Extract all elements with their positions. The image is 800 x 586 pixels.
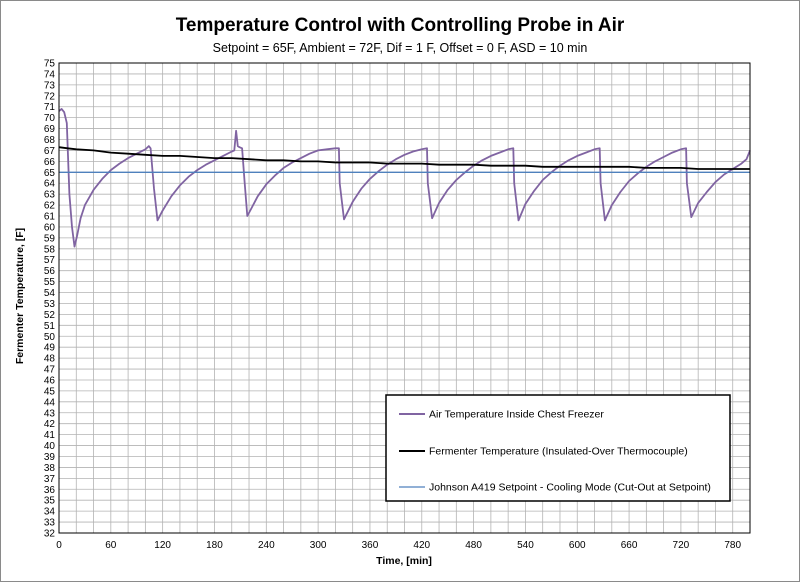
chart-title: Temperature Control with Controlling Pro… — [176, 15, 625, 36]
y-tick-label: 45 — [44, 386, 56, 397]
y-tick-label: 36 — [44, 485, 56, 496]
y-tick-label: 34 — [44, 507, 56, 518]
legend-label: Fermenter Temperature (Insulated-Over Th… — [429, 446, 688, 458]
y-tick-label: 69 — [44, 124, 56, 135]
legend-label: Johnson A419 Setpoint - Cooling Mode (Cu… — [429, 482, 711, 494]
x-tick-label: 180 — [206, 540, 223, 551]
y-tick-label: 42 — [44, 419, 56, 430]
series-line — [58, 108, 751, 248]
chart-subtitle: Setpoint = 65F, Ambient = 72F, Dif = 1 F… — [213, 41, 588, 55]
y-tick-label: 46 — [44, 375, 56, 386]
x-tick-label: 660 — [621, 540, 638, 551]
y-tick-label: 44 — [44, 397, 56, 408]
x-tick-label: 300 — [310, 540, 327, 551]
y-tick-label: 51 — [44, 321, 56, 332]
x-tick-label: 0 — [56, 540, 62, 551]
y-tick-label: 75 — [44, 59, 56, 70]
y-tick-label: 62 — [44, 201, 56, 212]
series-line — [58, 146, 750, 170]
y-tick-label: 70 — [44, 113, 56, 124]
y-tick-label: 47 — [44, 365, 56, 376]
y-tick-label: 59 — [44, 233, 56, 244]
y-tick-label: 72 — [44, 91, 56, 102]
y-tick-label: 37 — [44, 474, 56, 485]
y-tick-label: 58 — [44, 244, 56, 255]
x-tick-label: 720 — [673, 540, 690, 551]
x-tick-label: 420 — [413, 540, 430, 551]
y-tick-label: 54 — [44, 288, 56, 299]
y-tick-label: 48 — [44, 354, 56, 365]
y-tick-label: 67 — [44, 146, 56, 157]
y-tick-label: 61 — [44, 212, 56, 223]
y-tick-label: 50 — [44, 332, 56, 343]
y-tick-label: 33 — [44, 518, 56, 529]
x-tick-label: 120 — [154, 540, 171, 551]
y-tick-label: 68 — [44, 135, 56, 146]
x-tick-label: 480 — [465, 540, 482, 551]
y-tick-label: 65 — [44, 168, 56, 179]
y-tick-label: 71 — [44, 102, 56, 113]
y-tick-label: 41 — [44, 430, 56, 441]
y-tick-label: 57 — [44, 255, 56, 266]
y-tick-label: 49 — [44, 343, 56, 354]
y-tick-label: 66 — [44, 157, 56, 168]
y-tick-label: 64 — [44, 179, 56, 190]
legend: Air Temperature Inside Chest Freezer Ferm… — [385, 394, 731, 502]
y-tick-label: 73 — [44, 80, 56, 91]
y-tick-label: 53 — [44, 299, 56, 310]
y-tick-label: 52 — [44, 310, 56, 321]
plot-area-frame — [58, 62, 751, 534]
y-tick-label: 38 — [44, 463, 56, 474]
y-tick-label: 60 — [44, 222, 56, 233]
legend-label: Air Temperature Inside Chest Freezer — [429, 409, 604, 421]
x-tick-label: 600 — [569, 540, 586, 551]
y-tick-label: 40 — [44, 441, 56, 452]
x-tick-label: 240 — [258, 540, 275, 551]
y-tick-label: 35 — [44, 496, 56, 507]
y-tick-label: 39 — [44, 452, 56, 463]
legend-items: Air Temperature Inside Chest Freezer Ferm… — [399, 409, 711, 494]
plot-series — [58, 108, 751, 248]
y-tick-label: 32 — [44, 529, 56, 540]
x-tick-label: 360 — [362, 540, 379, 551]
y-tick-label: 56 — [44, 266, 56, 277]
y-axis-label: Fermenter Temperature, [F] — [14, 228, 26, 364]
x-tick-label: 60 — [105, 540, 117, 551]
x-tick-label: 540 — [517, 540, 534, 551]
x-tick-label: 780 — [724, 540, 741, 551]
x-axis-ticks: 0 60 120 180 240 300 360 420 480 540 600 660 720 780 — [56, 540, 741, 551]
x-axis-label: Time, [min] — [376, 555, 432, 567]
y-tick-label: 74 — [44, 69, 56, 80]
legend-box — [385, 394, 731, 502]
y-axis-ticks: 3233343536373839404142434445464748495051… — [44, 59, 56, 540]
y-tick-label: 55 — [44, 277, 56, 288]
y-tick-label: 63 — [44, 190, 56, 201]
y-tick-label: 43 — [44, 408, 56, 419]
